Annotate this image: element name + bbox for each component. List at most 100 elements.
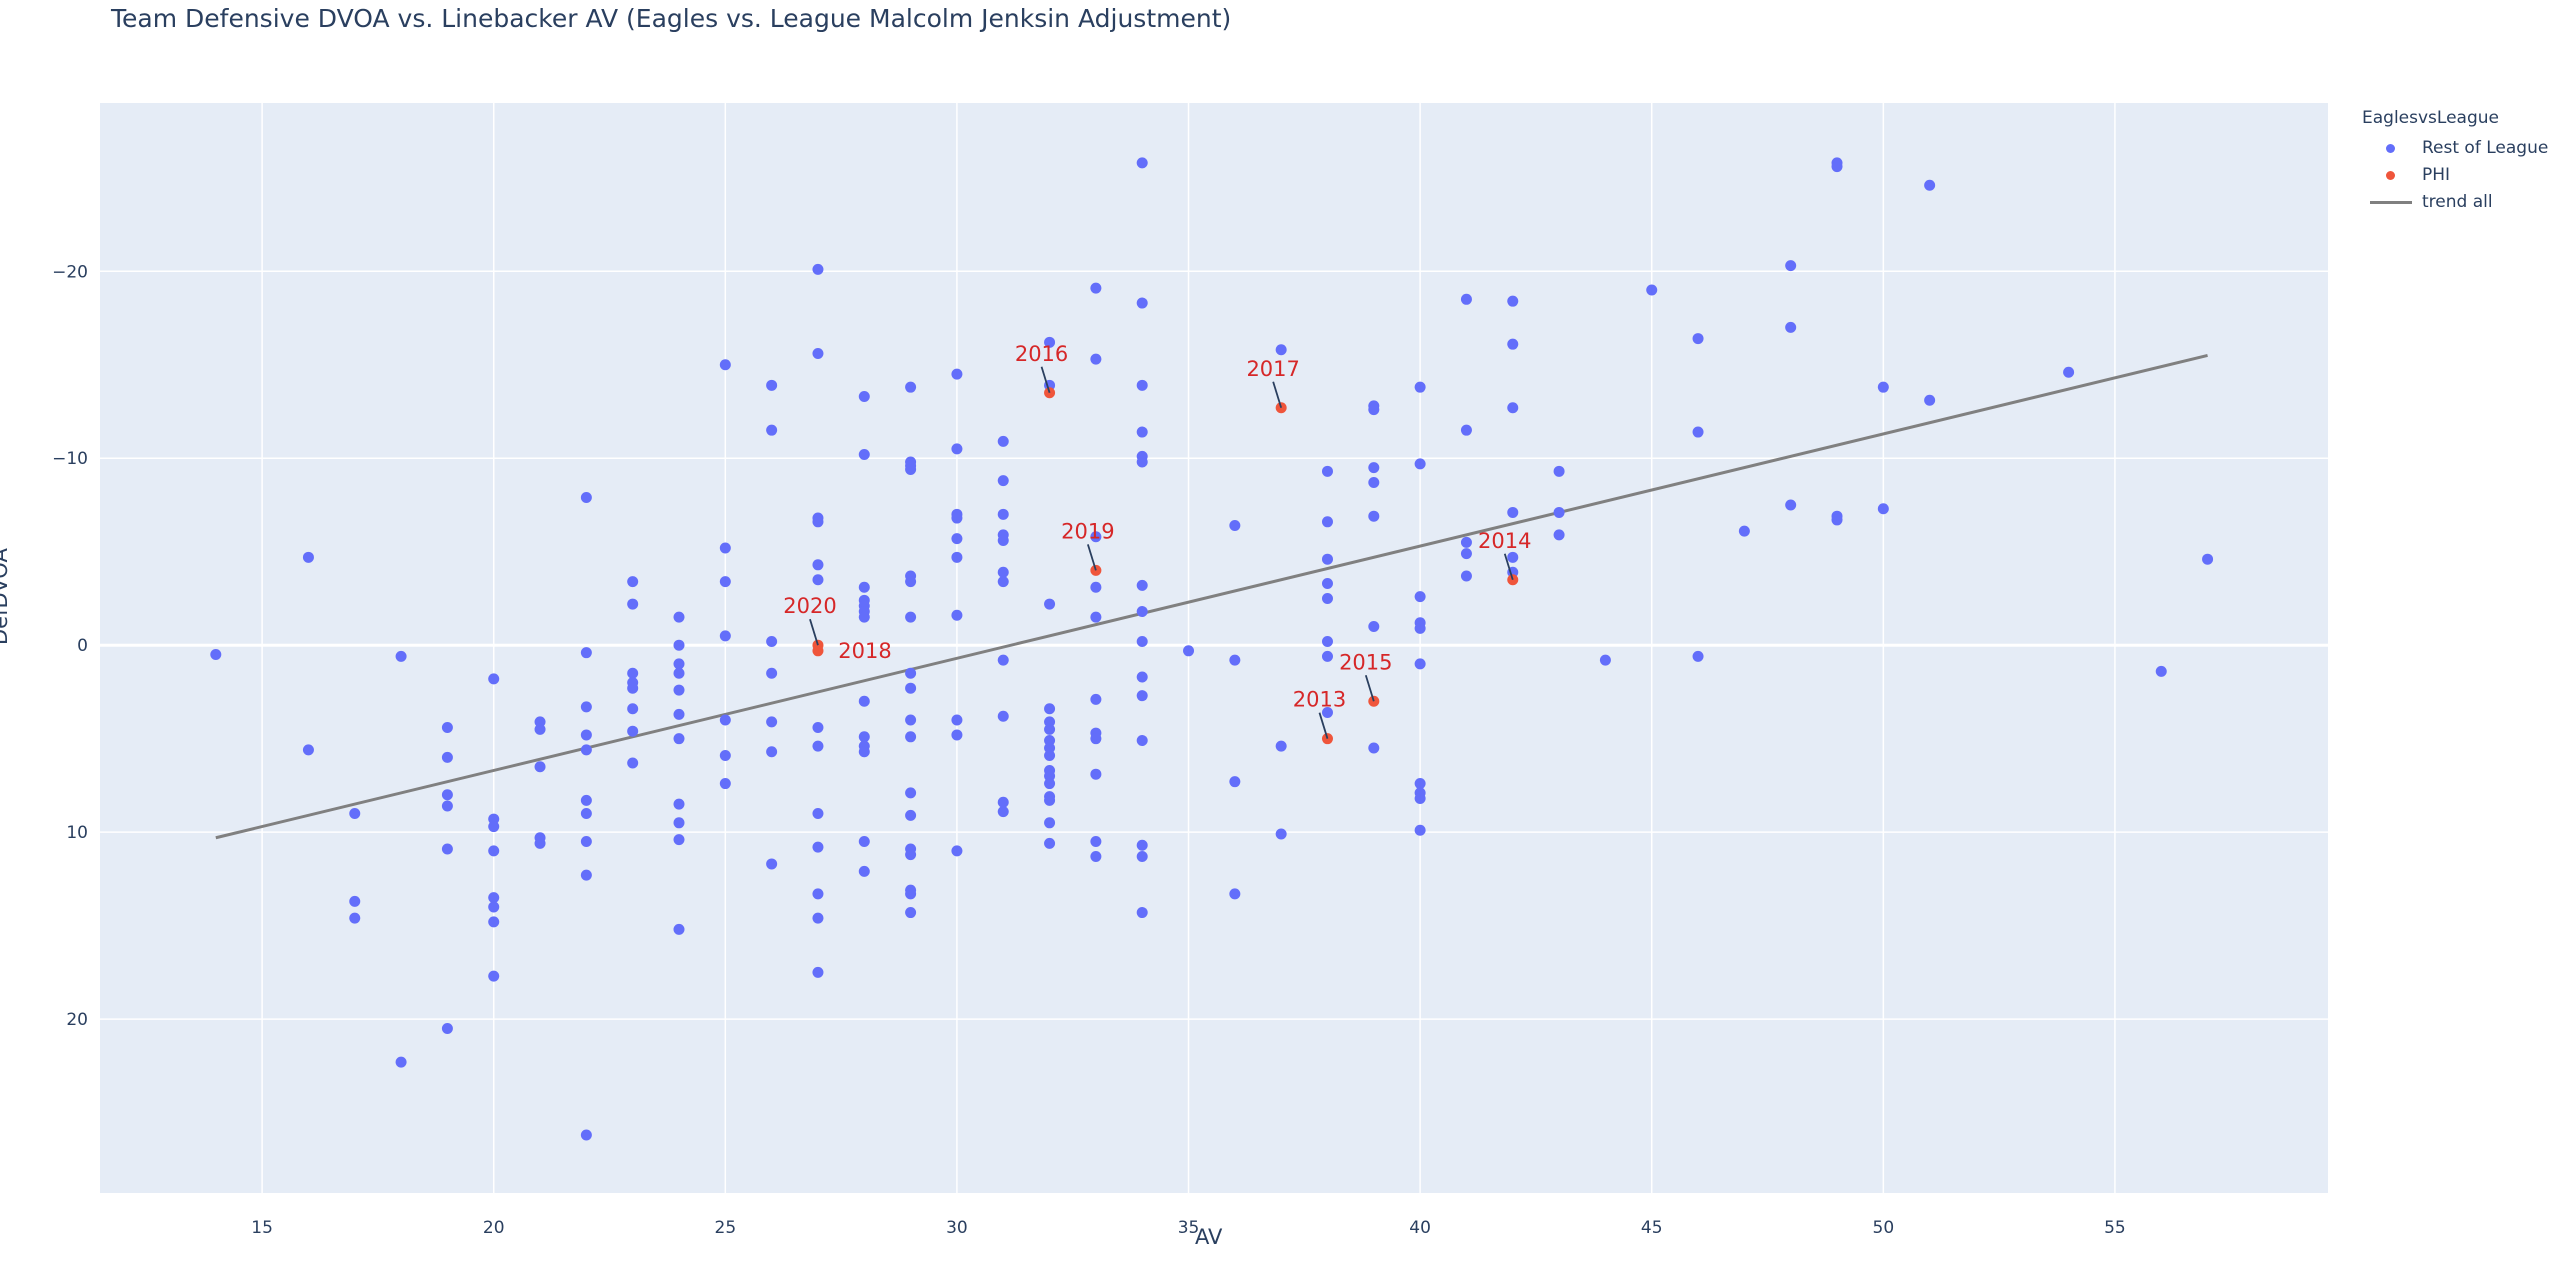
data-point[interactable] (997, 534, 1009, 546)
data-point[interactable] (673, 817, 685, 829)
data-point[interactable] (580, 744, 592, 756)
data-point[interactable] (1136, 426, 1148, 438)
data-point[interactable] (766, 667, 778, 679)
data-point[interactable] (719, 778, 731, 790)
data-point[interactable] (1414, 591, 1426, 603)
data-point[interactable] (1136, 297, 1148, 309)
data-point[interactable] (951, 845, 963, 857)
data-point[interactable] (905, 611, 917, 623)
data-point[interactable] (627, 576, 639, 588)
data-point[interactable] (673, 684, 685, 696)
data-point[interactable] (719, 714, 731, 726)
data-point[interactable] (905, 667, 917, 679)
data-point[interactable] (905, 682, 917, 694)
data-point[interactable] (1414, 824, 1426, 836)
data-point[interactable] (812, 888, 824, 900)
data-point[interactable] (1321, 577, 1333, 589)
data-point[interactable] (766, 635, 778, 647)
data-point[interactable] (1090, 611, 1102, 623)
data-point[interactable] (951, 609, 963, 621)
data-point[interactable] (812, 807, 824, 819)
data-point[interactable] (1507, 295, 1519, 307)
data-point[interactable] (580, 836, 592, 848)
data-point[interactable] (534, 761, 546, 773)
data-point[interactable] (1692, 333, 1704, 345)
data-point[interactable] (1414, 622, 1426, 634)
data-point[interactable] (1136, 635, 1148, 647)
data-point[interactable] (349, 807, 361, 819)
data-point[interactable] (1785, 321, 1797, 333)
data-point[interactable] (1044, 598, 1056, 610)
data-point[interactable] (534, 837, 546, 849)
data-point[interactable] (1785, 260, 1797, 272)
data-point[interactable] (1321, 553, 1333, 565)
data-point[interactable] (349, 912, 361, 924)
data-point[interactable] (1090, 282, 1102, 294)
data-point[interactable] (1321, 516, 1333, 528)
data-point[interactable] (905, 731, 917, 743)
data-point[interactable] (905, 809, 917, 821)
data-point[interactable] (1692, 650, 1704, 662)
phi-data-point[interactable] (812, 645, 824, 657)
data-point[interactable] (1368, 477, 1380, 489)
data-point[interactable] (1321, 650, 1333, 662)
data-point[interactable] (1044, 817, 1056, 829)
data-point[interactable] (858, 611, 870, 623)
data-point[interactable] (1044, 750, 1056, 762)
data-point[interactable] (905, 576, 917, 588)
data-point[interactable] (1136, 839, 1148, 851)
data-point[interactable] (441, 800, 453, 812)
data-point[interactable] (1553, 529, 1565, 541)
data-point[interactable] (905, 907, 917, 919)
data-point[interactable] (905, 849, 917, 861)
data-point[interactable] (627, 757, 639, 769)
data-point[interactable] (858, 581, 870, 593)
data-point[interactable] (580, 729, 592, 741)
data-point[interactable] (812, 516, 824, 528)
data-point[interactable] (1136, 456, 1148, 468)
data-point[interactable] (1414, 793, 1426, 805)
data-point[interactable] (719, 750, 731, 762)
data-point[interactable] (1229, 776, 1241, 788)
data-point[interactable] (673, 798, 685, 810)
data-point[interactable] (1368, 462, 1380, 474)
data-point[interactable] (719, 359, 731, 371)
data-point[interactable] (673, 708, 685, 720)
data-point[interactable] (997, 796, 1009, 808)
data-point[interactable] (951, 551, 963, 563)
data-point[interactable] (951, 729, 963, 741)
data-point[interactable] (1460, 424, 1472, 436)
data-point[interactable] (1785, 499, 1797, 511)
data-point[interactable] (627, 703, 639, 715)
data-point[interactable] (766, 746, 778, 758)
data-point[interactable] (580, 701, 592, 713)
data-point[interactable] (812, 574, 824, 586)
data-point[interactable] (1692, 426, 1704, 438)
data-point[interactable] (1460, 293, 1472, 305)
data-point[interactable] (627, 598, 639, 610)
data-point[interactable] (997, 475, 1009, 487)
data-point[interactable] (580, 869, 592, 881)
data-point[interactable] (1044, 837, 1056, 849)
data-point[interactable] (951, 533, 963, 545)
data-point[interactable] (1368, 510, 1380, 522)
data-point[interactable] (1460, 548, 1472, 560)
data-point[interactable] (812, 966, 824, 978)
data-point[interactable] (395, 650, 407, 662)
data-point[interactable] (951, 443, 963, 455)
data-point[interactable] (1136, 690, 1148, 702)
data-point[interactable] (1414, 778, 1426, 790)
data-point[interactable] (1507, 551, 1519, 563)
data-point[interactable] (1044, 723, 1056, 735)
data-point[interactable] (1090, 353, 1102, 365)
data-point[interactable] (488, 916, 500, 928)
data-point[interactable] (302, 551, 314, 563)
data-point[interactable] (441, 721, 453, 733)
data-point[interactable] (1507, 402, 1519, 414)
data-point[interactable] (858, 731, 870, 743)
data-point[interactable] (1368, 620, 1380, 632)
data-point[interactable] (349, 895, 361, 907)
data-point[interactable] (951, 714, 963, 726)
data-point[interactable] (719, 576, 731, 588)
data-point[interactable] (1136, 157, 1148, 169)
